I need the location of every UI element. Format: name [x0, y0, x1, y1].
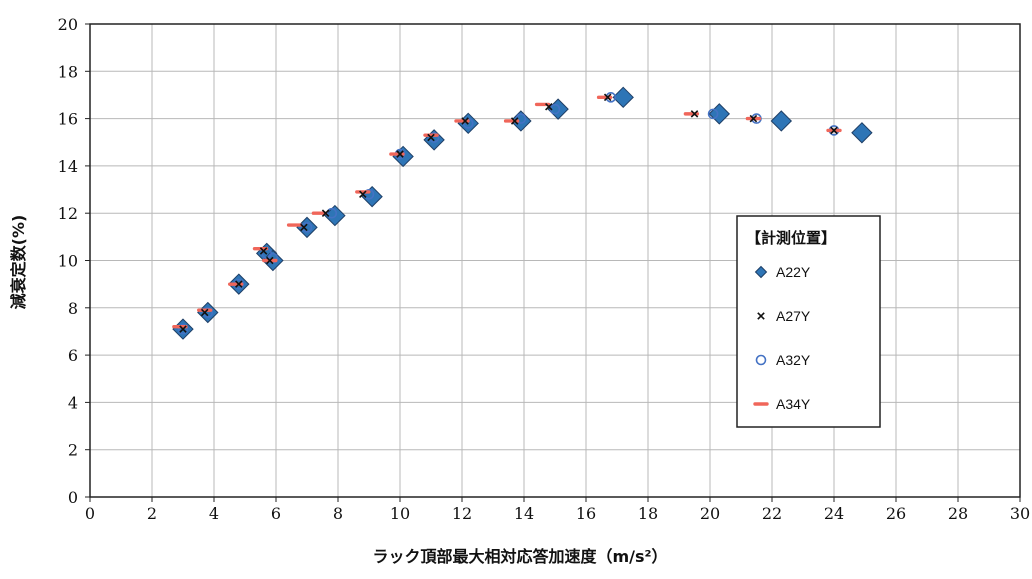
a27y-point — [259, 247, 268, 255]
x-tick-label: 28 — [948, 504, 968, 523]
x-tick-label: 10 — [390, 504, 410, 523]
x-tick-label: 20 — [700, 504, 720, 523]
a27y-point — [200, 308, 209, 317]
a27y-point — [510, 117, 519, 125]
y-tick-label: 8 — [68, 299, 78, 318]
a32y-point — [363, 188, 375, 200]
y-axis-title: 減衰定数(%) — [9, 215, 28, 310]
a32y-point — [707, 108, 719, 120]
x-tick-label: 14 — [514, 504, 534, 523]
x-tick-label: 0 — [85, 504, 95, 523]
a22y-point — [510, 110, 532, 132]
x-tick-label: 2 — [147, 504, 157, 523]
tick-labels: 0 2 4 6 8 10 12 14 16 18 20 22 24 26 28 300246810121416… — [58, 15, 1031, 523]
legend-entry-a34y: A34Y — [753, 396, 811, 412]
x-tick-label: 18 — [638, 504, 658, 523]
a22y-point — [324, 204, 346, 227]
x-tick-label: 16 — [576, 504, 596, 523]
a27y-point — [179, 325, 187, 333]
y-tick-label: 2 — [68, 441, 78, 460]
x-tick-label: 22 — [762, 504, 782, 523]
y-tick-label: 6 — [68, 346, 78, 365]
x-axis-title: ラック頂部最大相対応答加速度（m/s²） — [372, 547, 667, 566]
a22y-point — [770, 110, 793, 132]
a27y-point — [757, 312, 765, 320]
legend-entry-a27y: A27Y — [757, 308, 811, 324]
a32y-point — [202, 307, 214, 318]
a27y-point — [603, 93, 612, 102]
a27y-point — [300, 223, 308, 232]
x-tick-label: 24 — [824, 504, 844, 523]
a27y-point — [690, 110, 699, 118]
a27y-point — [321, 209, 330, 217]
data-series — [172, 86, 873, 340]
x-tick-label: 30 — [1010, 504, 1030, 523]
a22y-point — [754, 265, 768, 279]
y-tick-label: 14 — [58, 157, 78, 176]
x-tick-label: 12 — [452, 504, 472, 523]
y-tick-label: 16 — [58, 110, 78, 129]
a27y-point — [545, 103, 553, 111]
y-tick-label: 18 — [58, 62, 78, 81]
a27y-point — [359, 190, 367, 199]
a27y-point — [461, 117, 469, 125]
a27y-point — [830, 126, 838, 135]
legend-label: A22Y — [776, 264, 811, 280]
a32y-point — [755, 354, 767, 366]
a32y-point — [301, 222, 313, 233]
a27y-point — [396, 150, 404, 158]
a27y-point — [235, 280, 243, 288]
legend-entry-a22y: A22Y — [754, 264, 811, 280]
x-tick-label: 4 — [209, 504, 219, 523]
legend-label: A27Y — [776, 308, 811, 324]
legend-entry-a32y: A32Y — [755, 352, 811, 368]
y-tick-label: 20 — [58, 15, 78, 34]
legend: 【計測位置】 A22Y A27Y A32Y A34Y — [736, 215, 881, 428]
x-tick-label: 8 — [333, 504, 343, 523]
y-tick-label: 12 — [58, 204, 78, 223]
a32y-point — [326, 207, 338, 219]
a32y-point — [428, 132, 440, 143]
a32y-point — [177, 323, 189, 335]
x-tick-label: 6 — [271, 504, 281, 523]
legend-box — [736, 215, 881, 428]
series-a27y — [179, 93, 838, 333]
y-tick-label: 4 — [68, 393, 78, 412]
a22y-point — [612, 86, 634, 109]
a27y-point — [266, 256, 274, 265]
a22y-point — [851, 122, 873, 144]
legend-label: A32Y — [776, 352, 811, 368]
a27y-point — [749, 114, 758, 123]
y-tick-label: 0 — [68, 488, 78, 507]
x-tick-label: 26 — [886, 504, 906, 523]
legend-entries: A22Y A27Y A32Y A34Y — [753, 264, 811, 412]
legend-label: A34Y — [776, 396, 811, 412]
a27y-point — [427, 133, 435, 142]
y-tick-label: 10 — [58, 252, 78, 271]
legend-title: 【計測位置】 — [746, 229, 836, 247]
